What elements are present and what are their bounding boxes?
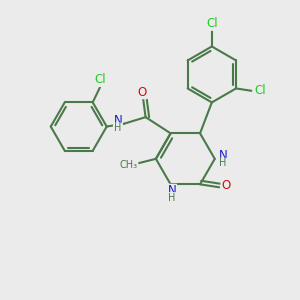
Text: O: O xyxy=(221,179,230,192)
Text: Cl: Cl xyxy=(254,84,266,97)
Text: Cl: Cl xyxy=(94,74,106,86)
Text: Cl: Cl xyxy=(206,17,218,30)
Text: O: O xyxy=(137,85,146,99)
Text: CH₃: CH₃ xyxy=(120,160,138,170)
Text: N: N xyxy=(113,114,122,127)
Text: N: N xyxy=(219,149,227,162)
Text: H: H xyxy=(168,193,176,202)
Text: H: H xyxy=(114,123,122,133)
Text: N: N xyxy=(168,184,176,197)
Text: H: H xyxy=(219,158,227,168)
